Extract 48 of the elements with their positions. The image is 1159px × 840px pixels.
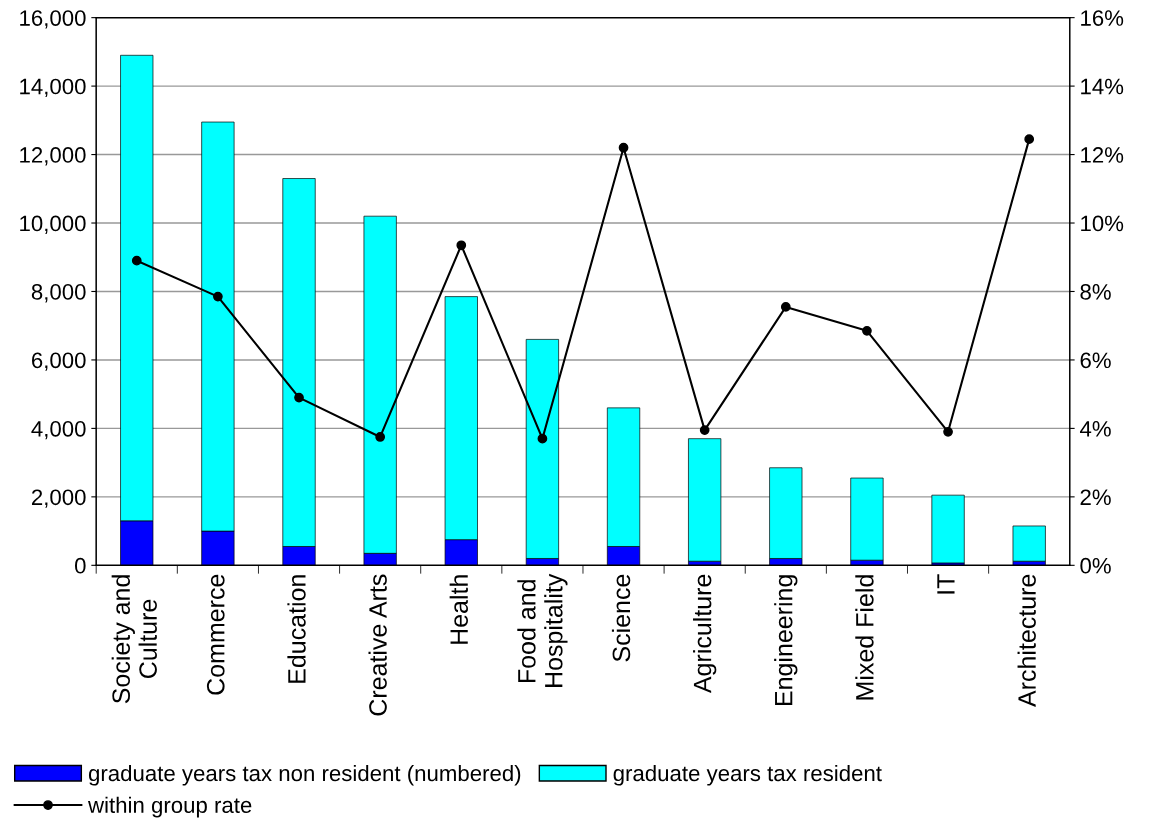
x-tick-label: Engineering [774, 575, 798, 706]
x-tick-label: Education [287, 575, 306, 683]
point [456, 240, 467, 251]
y-tick-label: 14,000 [20, 78, 86, 97]
y-tick-label: 6,000 [32, 352, 86, 371]
x-tick-label: Food and Hospitality [517, 573, 568, 687]
y2-tick-label: 2% [1080, 489, 1111, 506]
x-tick-label: Commerce [206, 574, 225, 695]
point [213, 291, 223, 302]
point [294, 392, 304, 403]
x-tick-label: Health [449, 575, 468, 644]
y2-tick-label: 14% [1081, 78, 1124, 95]
point [780, 302, 791, 312]
y-tick-label: 8,000 [31, 284, 86, 303]
y-tick-label: 2,000 [31, 489, 86, 508]
y-tick-label: 12,000 [20, 147, 86, 166]
point [699, 425, 710, 435]
point [862, 325, 872, 336]
x-tick-label: Creative Arts [368, 574, 387, 716]
legend-label: graduate years tax resident [613, 764, 882, 786]
legend-label: within group rate [87, 796, 252, 818]
y-tick-label: 10,000 [20, 215, 86, 234]
y2-tick-label: 4% [1079, 421, 1111, 437]
bar [688, 438, 722, 562]
y-tick-label: 0 [74, 557, 86, 574]
point [131, 255, 142, 266]
y2-tick-label: 8% [1080, 284, 1111, 300]
point [537, 433, 548, 444]
y-tick-label: 4,000 [31, 420, 86, 440]
x-tick-label: Architecture [1017, 574, 1036, 707]
point [375, 432, 386, 442]
point [1024, 134, 1035, 145]
x-tick-label: Society and Culture [111, 575, 157, 704]
point [943, 426, 953, 437]
bar [850, 477, 884, 561]
y2-tick-label: 0% [1080, 557, 1111, 574]
x-tick-label: IT [937, 574, 955, 594]
legend-label: graduate years tax non resident (numbered) [88, 764, 521, 786]
bar [1012, 525, 1046, 562]
y2-tick-label: 6% [1080, 352, 1111, 369]
x-tick-label: Mixed Field [855, 575, 874, 700]
y-tick-label: 16,000 [20, 10, 86, 29]
point [618, 142, 629, 153]
x-tick-label: Science [611, 574, 631, 662]
y2-tick-label: 10% [1081, 215, 1124, 232]
y2-tick-label: 12% [1081, 147, 1124, 163]
x-tick-label: Agriculture [693, 574, 717, 694]
y2-tick-label: 16% [1081, 10, 1124, 26]
